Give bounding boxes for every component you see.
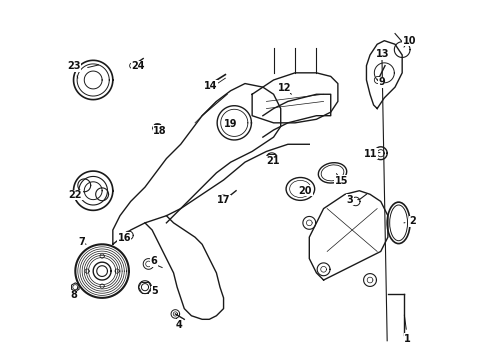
Text: 3: 3	[346, 195, 359, 204]
Text: 19: 19	[223, 118, 237, 129]
Text: 2: 2	[404, 216, 416, 226]
Text: 16: 16	[118, 233, 131, 243]
Text: 18: 18	[153, 126, 167, 136]
Text: 7: 7	[78, 237, 86, 247]
Text: 22: 22	[69, 190, 82, 200]
Text: 13: 13	[376, 49, 389, 59]
Text: 5: 5	[150, 285, 158, 296]
Text: 9: 9	[378, 77, 385, 87]
Text: 10: 10	[403, 36, 416, 47]
Text: 20: 20	[298, 186, 312, 196]
Text: 1: 1	[404, 315, 411, 344]
Text: 6: 6	[150, 256, 157, 266]
Text: 23: 23	[68, 62, 81, 78]
Text: 8: 8	[70, 288, 78, 300]
Text: 17: 17	[217, 195, 230, 205]
Text: 21: 21	[266, 157, 279, 166]
Text: 11: 11	[365, 149, 380, 158]
Text: 15: 15	[335, 174, 348, 186]
Text: 14: 14	[204, 81, 217, 91]
Text: 24: 24	[131, 62, 145, 71]
Text: 4: 4	[175, 318, 182, 330]
Text: 12: 12	[277, 83, 292, 94]
